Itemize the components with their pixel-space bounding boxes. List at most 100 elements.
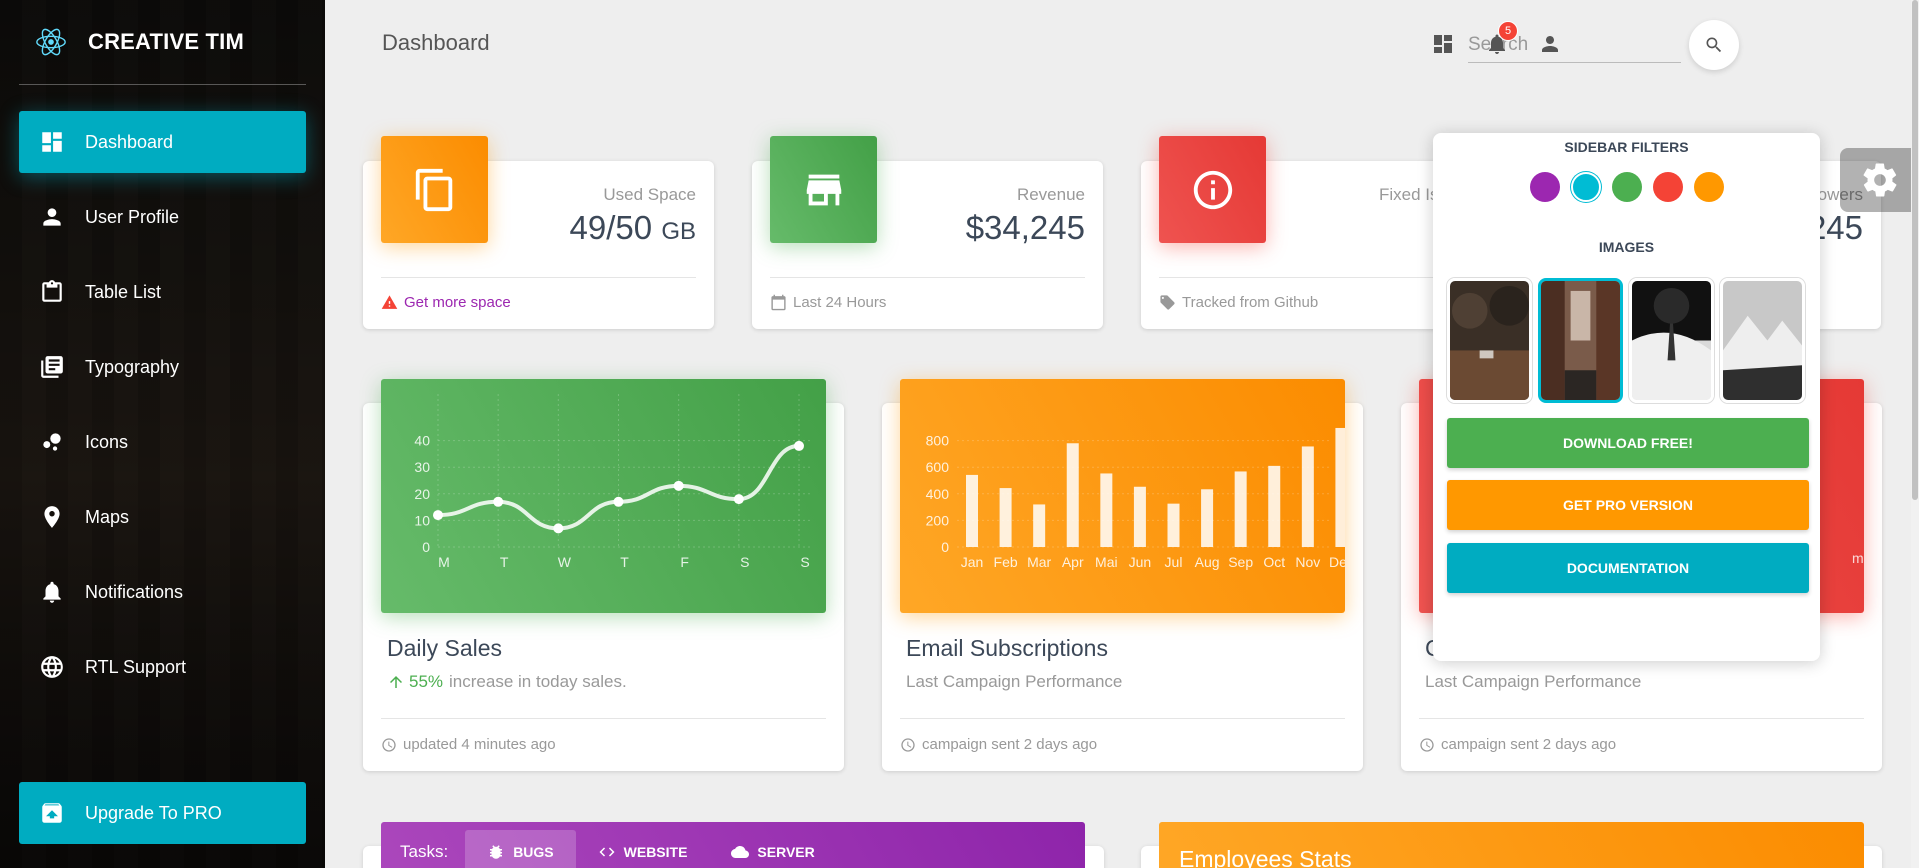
sidebar-image-2[interactable] xyxy=(1538,278,1623,403)
stat-footer: Last 24 Hours xyxy=(770,277,1085,311)
bar xyxy=(1201,489,1214,547)
sidebar-images xyxy=(1447,278,1805,403)
swatch-cyan[interactable] xyxy=(1570,172,1601,202)
x-tick-label: Nov xyxy=(1295,554,1320,570)
footer-text: updated 4 minutes ago xyxy=(403,736,556,753)
sidebar-item-rtl-support[interactable]: RTL Support xyxy=(19,636,306,698)
stat-footer-text: Tracked from Github xyxy=(1182,294,1319,311)
chart-title: Email Subscriptions xyxy=(906,635,1108,661)
data-point xyxy=(794,440,804,451)
bell-icon xyxy=(39,579,65,605)
y-tick-label: 0 xyxy=(941,539,949,555)
sidebar-image-1[interactable] xyxy=(1447,278,1532,403)
bar xyxy=(1133,486,1146,547)
download-free-button[interactable]: DOWNLOAD FREE! xyxy=(1447,418,1809,468)
sidebar-item-icons[interactable]: Icons xyxy=(19,411,306,473)
clipboard-icon xyxy=(39,279,65,305)
sidebar-item-label: Dashboard xyxy=(85,131,174,152)
footer-text: campaign sent 2 days ago xyxy=(1441,736,1617,753)
sidebar-item-notifications[interactable]: Notifications xyxy=(19,561,306,623)
cloud-icon xyxy=(731,846,750,858)
data-point xyxy=(613,496,624,507)
dashboard-shortcut-button[interactable] xyxy=(1430,31,1456,57)
notifications-button[interactable]: 5 xyxy=(1484,21,1518,57)
images-title: IMAGES xyxy=(1598,239,1655,255)
settings-toggle-button[interactable] xyxy=(1840,148,1919,212)
tab-website[interactable]: WEBSITE xyxy=(576,830,710,868)
page-title: Dashboard xyxy=(382,30,490,55)
employees-title: Employees Stats xyxy=(1179,846,1352,868)
sidebar-item-user-profile[interactable]: User Profile xyxy=(19,186,306,248)
brand[interactable]: CREATIVE TIM xyxy=(0,0,325,84)
sidebar-item-label: Notifications xyxy=(85,581,184,602)
sidebar: CREATIVE TIM Dashboard User Profile Tabl… xyxy=(0,0,325,868)
increase-indicator: 55% xyxy=(387,672,443,692)
bell-icon xyxy=(1489,34,1505,54)
upgrade-button[interactable]: Upgrade To PRO xyxy=(19,782,306,844)
y-tick-label: 600 xyxy=(926,459,950,475)
bar xyxy=(1234,471,1247,547)
email-subscriptions-card: 0 200 400 600 800 Jan Feb Mar Apr Mai Jun Jul Aug Sep… xyxy=(882,379,1363,771)
increase-value: 55% xyxy=(409,672,444,691)
tab-server[interactable]: SERVER xyxy=(709,830,836,868)
tab-label: BUGS xyxy=(513,844,554,860)
x-tick-label: Apr xyxy=(1062,554,1084,570)
daily-sales-chart: 0 10 20 30 40 M T W T F S S xyxy=(381,379,826,613)
sidebar-filters-title: SIDEBAR FILTERS xyxy=(1564,139,1689,155)
page-scrollbar[interactable] xyxy=(1911,0,1919,868)
upgrade-label: Upgrade To PRO xyxy=(85,802,222,823)
tab-bugs[interactable]: BUGS xyxy=(465,830,576,868)
line-chart: 0 10 20 30 40 M T W T F S S xyxy=(414,394,811,570)
search-button[interactable] xyxy=(1689,20,1739,70)
chart-footer: campaign sent 2 days ago xyxy=(1419,718,1864,753)
y-tick-label: 20 xyxy=(414,486,430,502)
content-copy-icon xyxy=(415,168,452,211)
sidebar-item-typography[interactable]: Typography xyxy=(19,336,306,398)
bug-icon xyxy=(490,845,503,859)
warning-icon xyxy=(381,295,398,309)
sidebar-item-label: User Profile xyxy=(85,206,180,227)
x-tick-label: S xyxy=(740,554,749,570)
stat-footer: Get more space xyxy=(381,277,696,311)
swatch-green[interactable] xyxy=(1611,172,1642,202)
stat-category: Fixed Is xyxy=(1379,185,1439,204)
stat-footer-text: Last 24 Hours xyxy=(793,294,887,311)
search-icon xyxy=(1706,37,1722,53)
documentation-button[interactable]: DOCUMENTATION xyxy=(1447,543,1809,593)
settings-dropdown: SIDEBAR FILTERS IMAGES DOWNLOAD FREE! GE… xyxy=(1433,133,1820,661)
get-pro-version-button[interactable]: GET PRO VERSION xyxy=(1447,480,1809,530)
y-tick-label: 30 xyxy=(414,459,430,475)
stat-category: owers xyxy=(1817,185,1863,204)
profile-button[interactable] xyxy=(1537,31,1563,57)
stat-category: Used Space xyxy=(603,185,696,204)
sidebar-item-maps[interactable]: Maps xyxy=(19,486,306,548)
scrollbar-thumb[interactable] xyxy=(1912,0,1918,500)
x-tick-label: Oct xyxy=(1263,554,1285,570)
sidebar-item-label: Typography xyxy=(85,356,180,377)
stat-footer: Tracked from Github xyxy=(1159,277,1474,311)
store-icon xyxy=(806,174,841,205)
sidebar-item-dashboard[interactable]: Dashboard xyxy=(19,111,306,173)
bar xyxy=(1301,446,1314,547)
brand-name: CREATIVE TIM xyxy=(88,29,244,54)
sidebar-image-3[interactable] xyxy=(1629,278,1714,403)
data-point xyxy=(553,523,564,534)
swatch-purple[interactable] xyxy=(1529,172,1560,202)
x-tick-label: Dec xyxy=(1329,554,1345,570)
sidebar-item-label: Maps xyxy=(85,506,130,527)
tab-label: WEBSITE xyxy=(623,844,688,860)
chart-title: Daily Sales xyxy=(387,635,503,661)
sidebar-item-table-list[interactable]: Table List xyxy=(19,261,306,323)
data-point xyxy=(673,480,684,491)
notification-badge: 5 xyxy=(1498,21,1518,41)
person-icon xyxy=(39,204,65,230)
get-more-space-link[interactable]: Get more space xyxy=(404,294,511,311)
sidebar-image-4[interactable] xyxy=(1720,278,1805,403)
bar xyxy=(1268,465,1281,547)
clock-icon xyxy=(901,737,915,752)
swatch-orange[interactable] xyxy=(1693,172,1724,202)
swatch-red[interactable] xyxy=(1652,172,1683,202)
stat-card-revenue: Revenue $34,245 Last 24 Hours xyxy=(752,136,1103,329)
x-tick-label: Mar xyxy=(1027,554,1051,570)
x-tick-label: Sep xyxy=(1228,554,1253,570)
